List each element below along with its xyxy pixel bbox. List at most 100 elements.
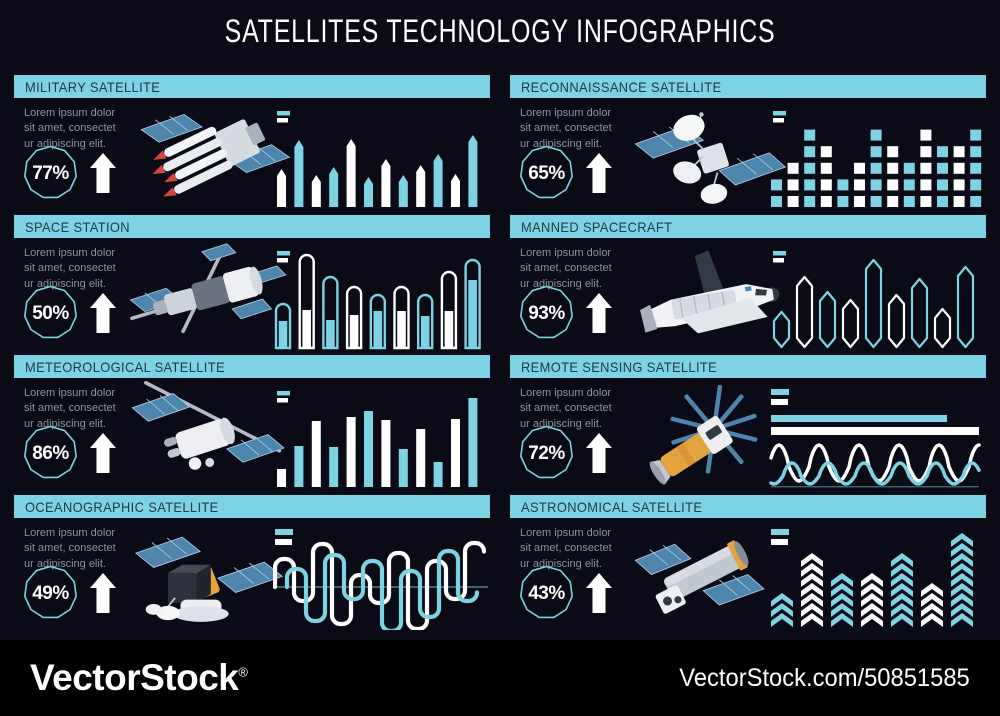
page-title: SATELLITES TECHNOLOGY INFOGRAPHICS	[224, 13, 776, 49]
percent-ring: 43%	[519, 565, 574, 619]
panel-title: SPACE STATION	[25, 218, 130, 235]
trend-up-arrow-icon	[90, 572, 116, 613]
chart-svg	[277, 111, 478, 207]
astronomical-satellite-illustration	[614, 518, 788, 633]
panel-title: OCEANOGRAPHIC SATELLITE	[25, 498, 219, 515]
panel-header: MILITARY SATELLITE	[14, 75, 490, 98]
trend-up-arrow-icon	[586, 432, 612, 473]
trend-up-arrow-icon	[586, 572, 612, 613]
chart-svg	[274, 251, 481, 350]
chart-legend	[277, 391, 290, 403]
stat-block: 49%	[22, 564, 116, 621]
percent-value: 65%	[528, 163, 565, 184]
description-text: Lorem ipsum dolor sit amet, consectet ur a…	[24, 107, 116, 150]
vectorstock-logo: VectorStock®	[30, 657, 248, 698]
percent-value: 43%	[528, 583, 565, 604]
panel-oceanographic-satellite: OCEANOGRAPHIC SATELLITE Lorem ipsum dolo…	[14, 495, 490, 635]
panel-header: SPACE STATION	[14, 215, 490, 238]
panel-title: MILITARY SATELLITE	[25, 78, 161, 95]
chart-svg	[769, 389, 981, 488]
percent-ring: 93%	[519, 285, 574, 339]
remote-sensing-satellite-illustration	[614, 378, 788, 493]
meteorological-satellite-chart	[273, 389, 488, 490]
panel-title: RECONNAISSANCE SATELLITE	[521, 78, 722, 95]
description-text: Lorem ipsum dolor sit amet, consectet ur a…	[24, 247, 116, 290]
panel-remote-sensing-satellite: REMOTE SENSING SATELLITE Lorem ipsum dol…	[510, 355, 986, 495]
panel-content: Lorem ipsum dolor sit amet, consectet ur a…	[14, 98, 490, 215]
panel-meteorological-satellite: METEOROLOGICAL SATELLITE Lorem ipsum dol…	[14, 355, 490, 495]
vectorstock-url: VectorStock.com/50851585	[679, 663, 970, 692]
military-satellite-illustration	[118, 98, 292, 213]
chart-svg	[771, 529, 973, 627]
astronomical-satellite-chart	[769, 529, 984, 630]
panel-header: MANNED SPACECRAFT	[510, 215, 986, 238]
chart-svg	[277, 391, 478, 487]
reconnaissance-satellite-chart	[769, 109, 984, 210]
percent-value: 49%	[32, 583, 69, 604]
chart-legend	[771, 389, 789, 405]
panel-header: OCEANOGRAPHIC SATELLITE	[14, 495, 490, 518]
panel-content: Lorem ipsum dolor sit amet, consectet ur a…	[510, 378, 986, 495]
description-text: Lorem ipsum dolor sit amet, consectet ur a…	[520, 387, 612, 430]
chart-svg	[273, 529, 488, 630]
panel-content: Lorem ipsum dolor sit amet, consectet ur a…	[510, 98, 986, 215]
percent-value: 86%	[32, 443, 69, 464]
space-station-chart	[273, 249, 488, 350]
stat-block: 65%	[518, 144, 612, 201]
chart-legend	[277, 111, 290, 123]
percent-value: 72%	[528, 443, 565, 464]
panel-space-station: SPACE STATION Lorem ipsum dolor sit amet,…	[14, 215, 490, 355]
trend-up-arrow-icon	[586, 152, 612, 193]
space-station-illustration	[118, 238, 292, 353]
panel-astronomical-satellite: ASTRONOMICAL SATELLITE Lorem ipsum dolor…	[510, 495, 986, 635]
stat-block: 72%	[518, 424, 612, 481]
percent-value: 77%	[32, 163, 69, 184]
watermark-footer: VectorStock® VectorStock.com/50851585	[0, 640, 1000, 716]
panel-header: RECONNAISSANCE SATELLITE	[510, 75, 986, 98]
meteorological-satellite-illustration	[118, 378, 292, 493]
percent-ring: 77%	[23, 145, 78, 199]
chart-legend	[773, 251, 786, 263]
stat-block: 93%	[518, 284, 612, 341]
panel-content: Lorem ipsum dolor sit amet, consectet ur a…	[14, 378, 490, 495]
panel-content: Lorem ipsum dolor sit amet, consectet ur a…	[510, 238, 986, 355]
reconnaissance-satellite-illustration	[614, 98, 788, 213]
percent-value: 93%	[528, 303, 565, 324]
panel-title: REMOTE SENSING SATELLITE	[521, 358, 718, 375]
percent-ring: 49%	[23, 565, 78, 619]
oceanographic-satellite-illustration	[118, 518, 292, 633]
military-satellite-chart	[273, 109, 488, 210]
panel-header: ASTRONOMICAL SATELLITE	[510, 495, 986, 518]
panel-content: Lorem ipsum dolor sit amet, consectet ur a…	[510, 518, 986, 635]
panels-grid: MILITARY SATELLITE Lorem ipsum dolor sit …	[14, 75, 986, 635]
trend-up-arrow-icon	[90, 432, 116, 473]
panel-header: REMOTE SENSING SATELLITE	[510, 355, 986, 378]
percent-ring: 72%	[519, 425, 574, 479]
panel-military-satellite: MILITARY SATELLITE Lorem ipsum dolor sit …	[14, 75, 490, 215]
oceanographic-satellite-chart	[273, 529, 488, 630]
stat-block: 43%	[518, 564, 612, 621]
percent-ring: 50%	[23, 285, 78, 339]
description-text: Lorem ipsum dolor sit amet, consectet ur a…	[520, 247, 612, 290]
registered-mark: ®	[238, 664, 248, 680]
panel-title: ASTRONOMICAL SATELLITE	[521, 498, 703, 515]
description-text: Lorem ipsum dolor sit amet, consectet ur a…	[24, 527, 116, 570]
panel-title: METEOROLOGICAL SATELLITE	[25, 358, 225, 375]
stat-block: 50%	[22, 284, 116, 341]
panel-content: Lorem ipsum dolor sit amet, consectet ur a…	[14, 518, 490, 635]
panel-title: MANNED SPACECRAFT	[521, 218, 673, 235]
trend-up-arrow-icon	[90, 292, 116, 333]
panel-reconnaissance-satellite: RECONNAISSANCE SATELLITE Lorem ipsum dol…	[510, 75, 986, 215]
chart-svg	[771, 111, 982, 207]
remote-sensing-satellite-chart	[769, 389, 984, 490]
percent-ring: 86%	[23, 425, 78, 479]
description-text: Lorem ipsum dolor sit amet, consectet ur a…	[520, 527, 612, 570]
panel-content: Lorem ipsum dolor sit amet, consectet ur a…	[14, 238, 490, 355]
chart-legend	[277, 251, 290, 263]
panel-header: METEOROLOGICAL SATELLITE	[14, 355, 490, 378]
trend-up-arrow-icon	[90, 152, 116, 193]
chart-legend	[773, 111, 786, 123]
percent-ring: 65%	[519, 145, 574, 199]
panel-manned-spacecraft: MANNED SPACECRAFT Lorem ipsum dolor sit a…	[510, 215, 986, 355]
